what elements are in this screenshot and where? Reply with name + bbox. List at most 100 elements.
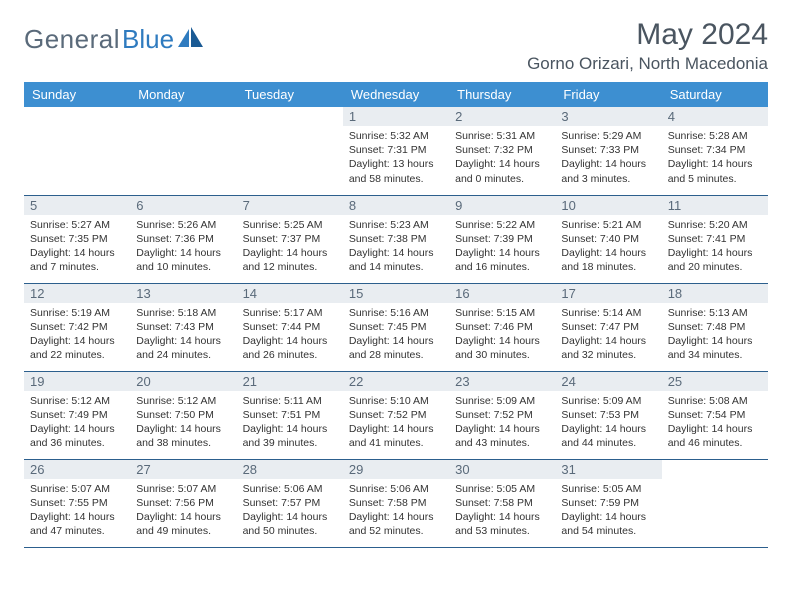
day-number: 23 (449, 372, 555, 391)
calendar-row: 5 Sunrise: 5:27 AMSunset: 7:35 PMDaylight… (24, 195, 768, 283)
calendar-row: 26Sunrise: 5:07 AMSunset: 7:55 PMDayligh… (24, 459, 768, 547)
day-number: 9 (449, 196, 555, 215)
day-info: Sunrise: 5:05 AMSunset: 7:59 PMDaylight:… (561, 482, 655, 539)
day-info: Sunrise: 5:20 AMSunset: 7:41 PMDaylight:… (668, 218, 762, 275)
logo-text-gray: General (24, 24, 120, 55)
title-block: May 2024 Gorno Orizari, North Macedonia (527, 18, 768, 74)
calendar-cell: 7 Sunrise: 5:25 AMSunset: 7:37 PMDaylight… (237, 195, 343, 283)
calendar-cell: 8 Sunrise: 5:23 AMSunset: 7:38 PMDaylight… (343, 195, 449, 283)
day-info: Sunrise: 5:05 AMSunset: 7:58 PMDaylight:… (455, 482, 549, 539)
calendar-cell: 17 Sunrise: 5:14 AMSunset: 7:47 PMDayligh… (555, 283, 661, 371)
calendar-body: 1 Sunrise: 5:32 AMSunset: 7:31 PMDaylight… (24, 107, 768, 547)
calendar-cell: 22 Sunrise: 5:10 AMSunset: 7:52 PMDayligh… (343, 371, 449, 459)
calendar-row: 1 Sunrise: 5:32 AMSunset: 7:31 PMDaylight… (24, 107, 768, 195)
weekday-header: Sunday (24, 82, 130, 107)
day-number: 28 (237, 460, 343, 479)
sail-icon (178, 27, 204, 54)
calendar-cell: 26Sunrise: 5:07 AMSunset: 7:55 PMDayligh… (24, 459, 130, 547)
day-info: Sunrise: 5:15 AMSunset: 7:46 PMDaylight:… (455, 306, 549, 363)
day-info: Sunrise: 5:25 AMSunset: 7:37 PMDaylight:… (243, 218, 337, 275)
day-number: 5 (24, 196, 130, 215)
logo-text-blue: Blue (122, 24, 174, 55)
day-number: 18 (662, 284, 768, 303)
calendar-cell: 3Sunrise: 5:29 AMSunset: 7:33 PMDaylight… (555, 107, 661, 195)
logo: GeneralBlue (24, 24, 204, 55)
day-number: 7 (237, 196, 343, 215)
day-number: 6 (130, 196, 236, 215)
day-number: 15 (343, 284, 449, 303)
day-number: 21 (237, 372, 343, 391)
day-info: Sunrise: 5:17 AMSunset: 7:44 PMDaylight:… (243, 306, 337, 363)
calendar-cell-empty (24, 107, 130, 195)
calendar-cell: 28Sunrise: 5:06 AMSunset: 7:57 PMDayligh… (237, 459, 343, 547)
day-info: Sunrise: 5:26 AMSunset: 7:36 PMDaylight:… (136, 218, 230, 275)
day-number: 24 (555, 372, 661, 391)
calendar-cell-empty (237, 107, 343, 195)
calendar-cell: 31Sunrise: 5:05 AMSunset: 7:59 PMDayligh… (555, 459, 661, 547)
calendar-row: 12Sunrise: 5:19 AMSunset: 7:42 PMDayligh… (24, 283, 768, 371)
day-number: 14 (237, 284, 343, 303)
calendar-cell: 27 Sunrise: 5:07 AMSunset: 7:56 PMDayligh… (130, 459, 236, 547)
day-info: Sunrise: 5:09 AMSunset: 7:52 PMDaylight:… (455, 394, 549, 451)
day-number: 25 (662, 372, 768, 391)
calendar-cell: 20 Sunrise: 5:12 AMSunset: 7:50 PMDayligh… (130, 371, 236, 459)
day-number: 27 (130, 460, 236, 479)
weekday-header: Thursday (449, 82, 555, 107)
calendar-cell: 21Sunrise: 5:11 AMSunset: 7:51 PMDayligh… (237, 371, 343, 459)
calendar-cell: 16 Sunrise: 5:15 AMSunset: 7:46 PMDayligh… (449, 283, 555, 371)
calendar-cell: 2 Sunrise: 5:31 AMSunset: 7:32 PMDaylight… (449, 107, 555, 195)
day-number: 2 (449, 107, 555, 126)
day-info: Sunrise: 5:27 AMSunset: 7:35 PMDaylight:… (30, 218, 124, 275)
calendar-cell: 9 Sunrise: 5:22 AMSunset: 7:39 PMDaylight… (449, 195, 555, 283)
month-title: May 2024 (527, 18, 768, 52)
day-number: 22 (343, 372, 449, 391)
day-number: 8 (343, 196, 449, 215)
day-info: Sunrise: 5:16 AMSunset: 7:45 PMDaylight:… (349, 306, 443, 363)
weekday-header: Saturday (662, 82, 768, 107)
calendar-cell: 15 Sunrise: 5:16 AMSunset: 7:45 PMDayligh… (343, 283, 449, 371)
calendar-cell-empty (130, 107, 236, 195)
day-info: Sunrise: 5:23 AMSunset: 7:38 PMDaylight:… (349, 218, 443, 275)
day-number: 30 (449, 460, 555, 479)
weekday-header: Monday (130, 82, 236, 107)
day-info: Sunrise: 5:12 AMSunset: 7:50 PMDaylight:… (136, 394, 230, 451)
day-info: Sunrise: 5:22 AMSunset: 7:39 PMDaylight:… (455, 218, 549, 275)
day-number: 16 (449, 284, 555, 303)
calendar-cell: 4 Sunrise: 5:28 AMSunset: 7:34 PMDaylight… (662, 107, 768, 195)
day-number: 1 (343, 107, 449, 126)
day-info: Sunrise: 5:14 AMSunset: 7:47 PMDaylight:… (561, 306, 655, 363)
day-info: Sunrise: 5:31 AMSunset: 7:32 PMDaylight:… (455, 129, 549, 186)
day-info: Sunrise: 5:19 AMSunset: 7:42 PMDaylight:… (30, 306, 124, 363)
day-number: 4 (662, 107, 768, 126)
day-info: Sunrise: 5:12 AMSunset: 7:49 PMDaylight:… (30, 394, 124, 451)
calendar-cell-empty (662, 459, 768, 547)
day-info: Sunrise: 5:21 AMSunset: 7:40 PMDaylight:… (561, 218, 655, 275)
calendar-cell: 13 Sunrise: 5:18 AMSunset: 7:43 PMDayligh… (130, 283, 236, 371)
calendar-cell: 19 Sunrise: 5:12 AMSunset: 7:49 PMDayligh… (24, 371, 130, 459)
calendar-cell: 5 Sunrise: 5:27 AMSunset: 7:35 PMDaylight… (24, 195, 130, 283)
day-info: Sunrise: 5:10 AMSunset: 7:52 PMDaylight:… (349, 394, 443, 451)
day-info: Sunrise: 5:07 AMSunset: 7:56 PMDaylight:… (136, 482, 230, 539)
calendar-cell: 30 Sunrise: 5:05 AMSunset: 7:58 PMDayligh… (449, 459, 555, 547)
calendar-cell: 18Sunrise: 5:13 AMSunset: 7:48 PMDayligh… (662, 283, 768, 371)
day-number: 13 (130, 284, 236, 303)
calendar-cell: 10Sunrise: 5:21 AMSunset: 7:40 PMDayligh… (555, 195, 661, 283)
day-info: Sunrise: 5:09 AMSunset: 7:53 PMDaylight:… (561, 394, 655, 451)
day-number: 29 (343, 460, 449, 479)
calendar-cell: 12Sunrise: 5:19 AMSunset: 7:42 PMDayligh… (24, 283, 130, 371)
calendar-header: SundayMondayTuesdayWednesdayThursdayFrid… (24, 82, 768, 107)
calendar-cell: 25 Sunrise: 5:08 AMSunset: 7:54 PMDayligh… (662, 371, 768, 459)
day-info: Sunrise: 5:32 AMSunset: 7:31 PMDaylight:… (349, 129, 443, 186)
day-info: Sunrise: 5:07 AMSunset: 7:55 PMDaylight:… (30, 482, 124, 539)
day-info: Sunrise: 5:08 AMSunset: 7:54 PMDaylight:… (668, 394, 762, 451)
day-number: 19 (24, 372, 130, 391)
day-info: Sunrise: 5:28 AMSunset: 7:34 PMDaylight:… (668, 129, 762, 186)
day-number: 20 (130, 372, 236, 391)
calendar-cell: 6 Sunrise: 5:26 AMSunset: 7:36 PMDaylight… (130, 195, 236, 283)
calendar-cell: 1 Sunrise: 5:32 AMSunset: 7:31 PMDaylight… (343, 107, 449, 195)
weekday-header: Tuesday (237, 82, 343, 107)
day-number: 17 (555, 284, 661, 303)
day-info: Sunrise: 5:18 AMSunset: 7:43 PMDaylight:… (136, 306, 230, 363)
weekday-header: Friday (555, 82, 661, 107)
day-number: 3 (555, 107, 661, 126)
